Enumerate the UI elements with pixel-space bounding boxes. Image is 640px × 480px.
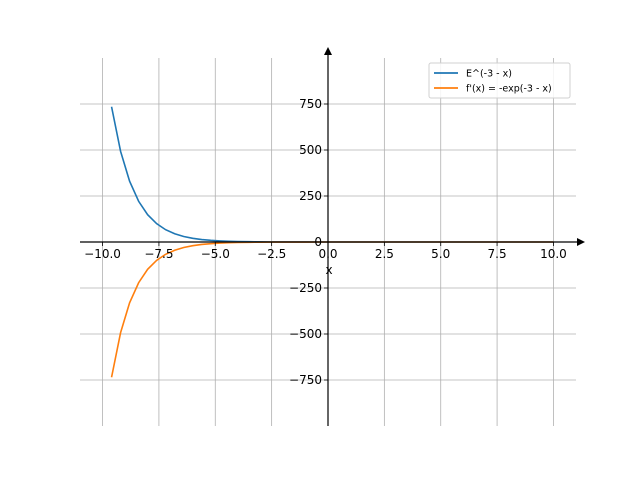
x-tick-label: 7.5 (488, 247, 507, 261)
y-tick-label: 500 (299, 143, 322, 157)
y-tick-label: −500 (289, 327, 322, 341)
x-axis-arrow (577, 238, 585, 246)
x-tick-label: −5.0 (201, 247, 230, 261)
axes (80, 47, 585, 426)
y-axis-arrow (324, 47, 332, 55)
x-tick-label: 0.0 (318, 247, 337, 261)
legend: E^(-3 - x) f'(x) = -exp(-3 - x) (428, 62, 571, 99)
y-tick-label: −250 (289, 281, 322, 295)
series-line-1 (110, 106, 554, 243)
x-tick-label: 10.0 (540, 247, 567, 261)
legend-label-2: f'(x) = -exp(-3 - x) (466, 84, 552, 95)
ticks: −10.0 −7.5 −5.0 −2.5 0.0 2.5 5.0 7.5 10.0 −750 −50… (84, 97, 567, 387)
x-tick-label: 2.5 (375, 247, 394, 261)
x-tick-label: −2.5 (257, 247, 286, 261)
x-tick-label: 5.0 (431, 247, 450, 261)
x-tick-label: −7.5 (144, 247, 173, 261)
y-tick-label: 0 (314, 235, 322, 249)
y-tick-label: −750 (289, 373, 322, 387)
x-axis-label: x (325, 263, 332, 277)
legend-box (428, 62, 571, 99)
x-tick-label: −10.0 (84, 247, 121, 261)
y-tick-label: 250 (299, 189, 322, 203)
legend-label-1: E^(-3 - x) (466, 69, 512, 80)
y-tick-label: 750 (299, 97, 322, 111)
